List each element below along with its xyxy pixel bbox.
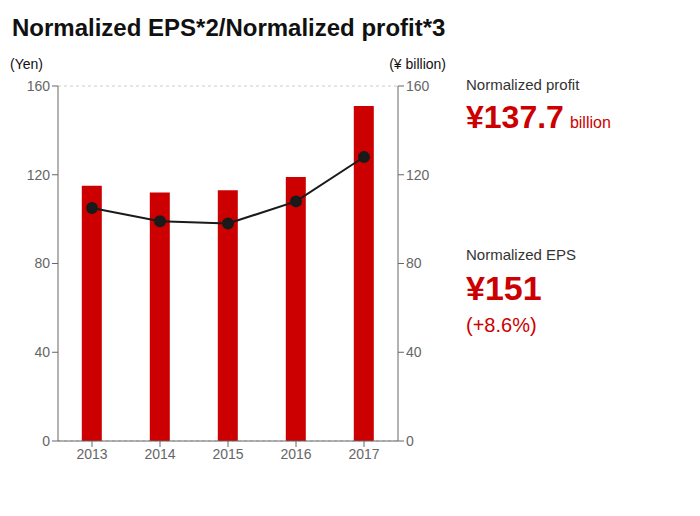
svg-text:2016: 2016 — [280, 446, 311, 462]
html-text:(Yen): (Yen) — [10, 56, 43, 72]
svg-text:120: 120 — [406, 167, 430, 183]
html-text:¥151: ¥151 — [466, 269, 542, 307]
html-text:¥137.7: ¥137.7 — [466, 99, 564, 135]
html-text:Normalized EPS: Normalized EPS — [466, 246, 576, 263]
svg-text:2017: 2017 — [348, 446, 379, 462]
svg-text:2014: 2014 — [144, 446, 175, 462]
html-text:Normalized profit: Normalized profit — [466, 76, 580, 93]
svg-text:2015: 2015 — [212, 446, 243, 462]
svg-text:120: 120 — [27, 167, 51, 183]
svg-text:160: 160 — [406, 78, 430, 94]
svg-text:0: 0 — [42, 433, 50, 449]
html-text:billion: billion — [569, 114, 611, 131]
svg-text:2013: 2013 — [76, 446, 107, 462]
svg-text:40: 40 — [406, 344, 422, 360]
svg-text:160: 160 — [27, 78, 51, 94]
svg-text:40: 40 — [34, 344, 50, 360]
html-text:(+8.6%): (+8.6%) — [466, 314, 537, 336]
html-text:(¥ billion): (¥ billion) — [389, 56, 446, 72]
svg-text:80: 80 — [406, 255, 422, 271]
svg-text:80: 80 — [34, 255, 50, 271]
html-text:Normalized EPS*2/Normalized pr: Normalized EPS*2/Normalized profit*3 — [12, 14, 446, 41]
svg-text:0: 0 — [406, 433, 414, 449]
